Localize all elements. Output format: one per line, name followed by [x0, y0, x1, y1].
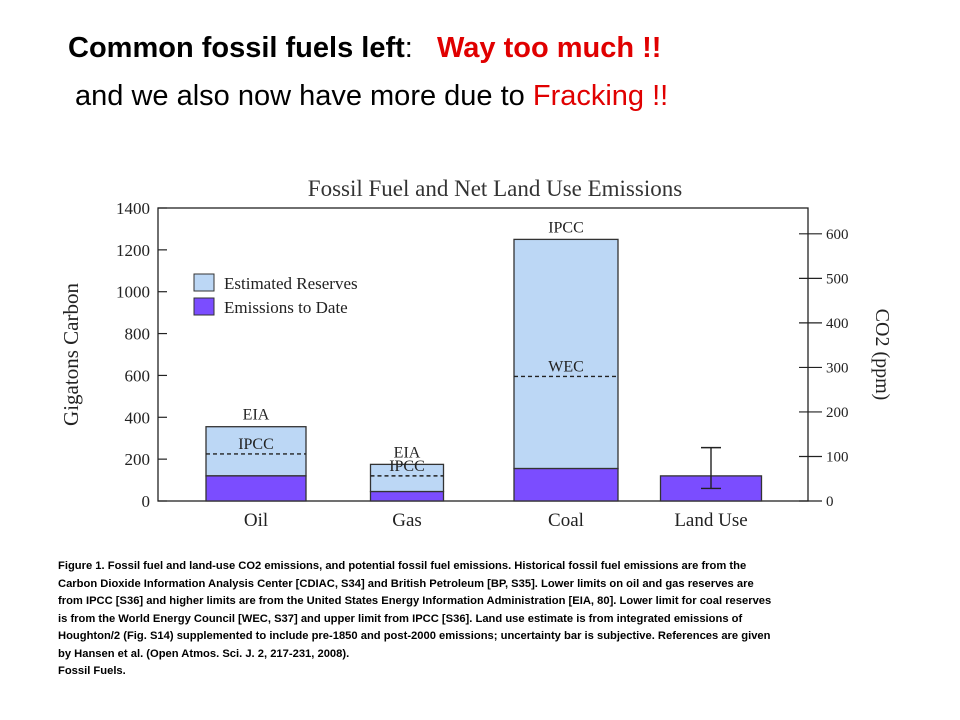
y-tick-label: 400	[125, 408, 151, 427]
y-tick-label: 800	[125, 325, 151, 344]
y-tick-label: 0	[142, 492, 151, 511]
reserve-limit-label: IPCC	[389, 458, 425, 475]
y-tick-label: 600	[125, 366, 151, 385]
y-axis-label: Gigatons Carbon	[59, 283, 83, 426]
bar-emissions	[513, 467, 619, 502]
legend-label: Emissions to Date	[224, 298, 348, 317]
bar-reserves	[369, 463, 445, 493]
slide-subtitle-emphasis: Fracking !!	[532, 80, 669, 112]
y2-tick-label: 100	[826, 449, 849, 465]
legend-swatch	[193, 273, 215, 292]
plot-frame	[157, 207, 809, 502]
legend-swatch	[193, 297, 215, 316]
y-tick-label: 200	[125, 450, 151, 469]
x-tick-label: Gas	[392, 510, 422, 531]
legend: Estimated Reserves Emissions to Date	[193, 273, 358, 317]
reserve-limit-label: IPCC	[238, 436, 274, 453]
reserve-limit-label: WEC	[548, 358, 584, 375]
y2-tick-label: 600	[826, 227, 849, 243]
chart-title: Fossil Fuel and Net Land Use Emissions	[308, 176, 682, 201]
emissions-chart: Fossil Fuel and Net Land Use Emissions 0…	[50, 168, 910, 548]
slide-title: Common fossil fuels left: Way too much !…	[68, 32, 960, 65]
chart-background	[50, 168, 910, 548]
y2-axis-label: CO2 (ppm)	[871, 309, 893, 401]
slide-subtitle: and we also now have more due to Frackin…	[75, 80, 960, 113]
y2-tick-label: 400	[826, 316, 849, 332]
y-tick-label: 1000	[116, 283, 150, 302]
slide-title-bold: Common fossil fuels left	[68, 32, 405, 64]
bars	[205, 238, 763, 502]
y2-tick-label: 200	[826, 405, 849, 421]
y2-tick-label: 300	[826, 360, 849, 376]
x-tick-label: Oil	[244, 510, 268, 531]
y-tick-label: 1200	[116, 241, 150, 260]
reserve-source-label: IPCC	[548, 219, 584, 236]
bar-emissions	[369, 490, 445, 502]
legend-label: Estimated Reserves	[224, 274, 358, 293]
y-axis-left: 0 200 400 600 800 1000 1200 1400	[116, 199, 167, 511]
slide-subtitle-plain: and we also now have more due to	[75, 80, 525, 112]
slide-title-emphasis: Way too much !!	[437, 32, 662, 64]
y-tick-label: 1400	[116, 199, 150, 218]
slide-title-colon: :	[404, 32, 413, 64]
y2-tick-label: 500	[826, 271, 849, 287]
x-tick-label: Coal	[548, 510, 584, 531]
caption-text: Figure 1. Fossil fuel and land-use CO2 e…	[58, 560, 772, 660]
reserve-source-label: EIA	[243, 407, 270, 424]
caption-footer: Fossil Fuels.	[58, 665, 126, 677]
bar-emissions	[205, 475, 307, 502]
reserve-source-label: EIA	[394, 444, 421, 461]
bar-reserves	[205, 426, 307, 477]
y-axis-right: 0 100 200 300 400 500 600	[799, 227, 849, 510]
y2-tick-label: 0	[826, 494, 834, 510]
x-tick-label: Land Use	[674, 510, 747, 531]
figure-caption: Figure 1. Fossil fuel and land-use CO2 e…	[58, 558, 778, 681]
bar-reserves	[513, 238, 619, 470]
x-axis: Oil Gas Coal Land Use	[244, 510, 748, 531]
